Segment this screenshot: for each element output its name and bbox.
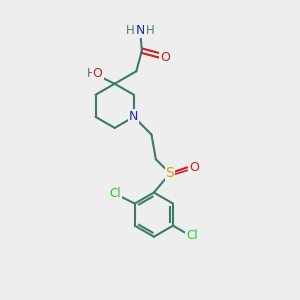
Text: Cl: Cl xyxy=(109,187,121,200)
Text: O: O xyxy=(189,161,199,174)
Text: O: O xyxy=(93,67,103,80)
Text: Cl: Cl xyxy=(186,230,198,242)
Text: H: H xyxy=(87,67,96,80)
Text: N: N xyxy=(135,24,145,37)
Text: N: N xyxy=(129,110,139,123)
Text: H: H xyxy=(126,24,135,37)
Text: H: H xyxy=(146,24,154,37)
Text: S: S xyxy=(166,167,174,180)
Text: O: O xyxy=(160,50,170,64)
